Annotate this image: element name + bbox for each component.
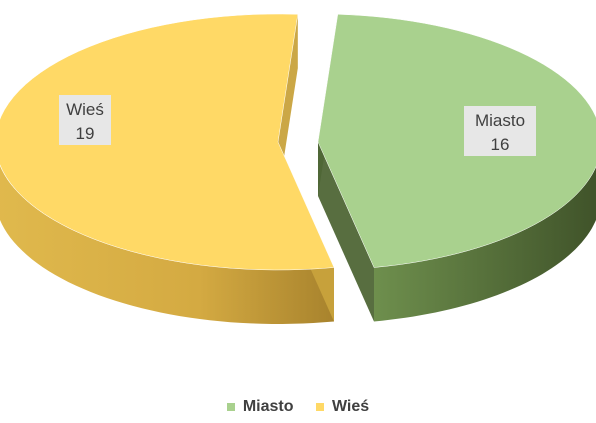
data-label-value-wies: 19 (76, 124, 95, 143)
legend-label-wies: Wieś (331, 398, 370, 415)
chart-legend: Miasto Wieś (0, 398, 596, 416)
data-label-name-wies: Wieś (66, 100, 104, 119)
legend-item-wies[interactable]: Wieś (315, 398, 370, 416)
pie-slice-side-miasto (374, 165, 596, 322)
pie-slice-top-wies (0, 13, 335, 271)
data-label-name-miasto: Miasto (475, 111, 525, 130)
pie-slice-cut-miasto-1 (318, 142, 374, 322)
legend-swatch-wies (315, 403, 324, 411)
pie-slice-wies[interactable] (0, 13, 335, 324)
pie-slice-side-wies (0, 165, 334, 324)
legend-label-miasto: Miasto (242, 398, 294, 415)
data-label-value-miasto: 16 (491, 135, 510, 154)
pie-slice-miasto[interactable] (317, 14, 596, 322)
pie-slice-cut-wies-1 (278, 14, 298, 196)
data-label-box-wies (59, 95, 111, 145)
legend-swatch-miasto (226, 403, 235, 411)
data-label-wies: Wieś 19 (59, 95, 111, 145)
pie-slice-top-miasto (317, 14, 596, 268)
data-label-box-miasto (464, 106, 536, 156)
legend-item-miasto[interactable]: Miasto (226, 398, 294, 416)
data-label-miasto: Miasto 16 (464, 106, 536, 156)
